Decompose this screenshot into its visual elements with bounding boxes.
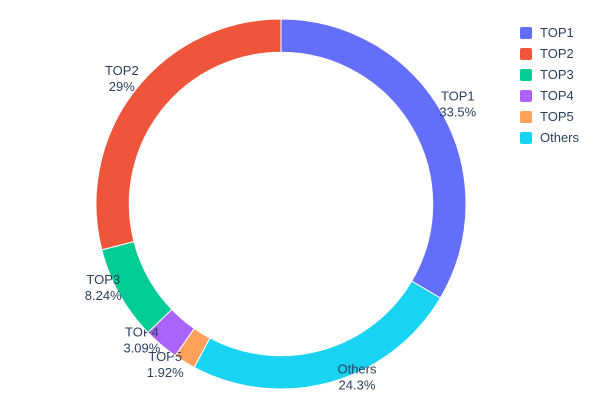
legend: TOP1 TOP2 TOP3 TOP4 TOP5 Others bbox=[520, 22, 579, 148]
slice-label-percent: 29% bbox=[109, 79, 135, 94]
slice-label-percent: 1.92% bbox=[147, 365, 184, 380]
legend-swatch-icon bbox=[520, 89, 532, 102]
legend-label: TOP2 bbox=[540, 46, 574, 61]
legend-label: Others bbox=[540, 130, 580, 145]
legend-item-top2[interactable]: TOP2 bbox=[520, 43, 579, 64]
legend-item-top1[interactable]: TOP1 bbox=[520, 22, 579, 43]
slice-label-name: Others bbox=[337, 362, 377, 377]
slice-label-name: TOP1 bbox=[441, 88, 475, 103]
legend-swatch-icon bbox=[520, 131, 532, 144]
legend-item-others[interactable]: Others bbox=[520, 127, 579, 148]
slice-label-name: TOP2 bbox=[105, 63, 139, 78]
legend-label: TOP5 bbox=[540, 109, 574, 124]
pie-slice-others[interactable] bbox=[193, 280, 442, 390]
slice-label-percent: 24.3% bbox=[339, 378, 376, 393]
slice-label-percent: 8.24% bbox=[85, 288, 122, 303]
legend-item-top3[interactable]: TOP3 bbox=[520, 64, 579, 85]
legend-swatch-icon bbox=[520, 47, 532, 60]
slice-label-name: TOP3 bbox=[86, 272, 120, 287]
legend-item-top4[interactable]: TOP4 bbox=[520, 85, 579, 106]
legend-swatch-icon bbox=[520, 26, 532, 39]
legend-swatch-icon bbox=[520, 110, 532, 123]
slice-label-percent: 3.09% bbox=[123, 340, 160, 355]
legend-swatch-icon bbox=[520, 68, 532, 81]
legend-label: TOP3 bbox=[540, 67, 574, 82]
legend-label: TOP1 bbox=[540, 25, 574, 40]
pie-slice-top2[interactable] bbox=[95, 18, 282, 251]
slice-label-percent: 33.5% bbox=[439, 104, 476, 119]
pie-slice-top1[interactable] bbox=[280, 18, 467, 299]
legend-item-top5[interactable]: TOP5 bbox=[520, 106, 579, 127]
legend-label: TOP4 bbox=[540, 88, 574, 103]
